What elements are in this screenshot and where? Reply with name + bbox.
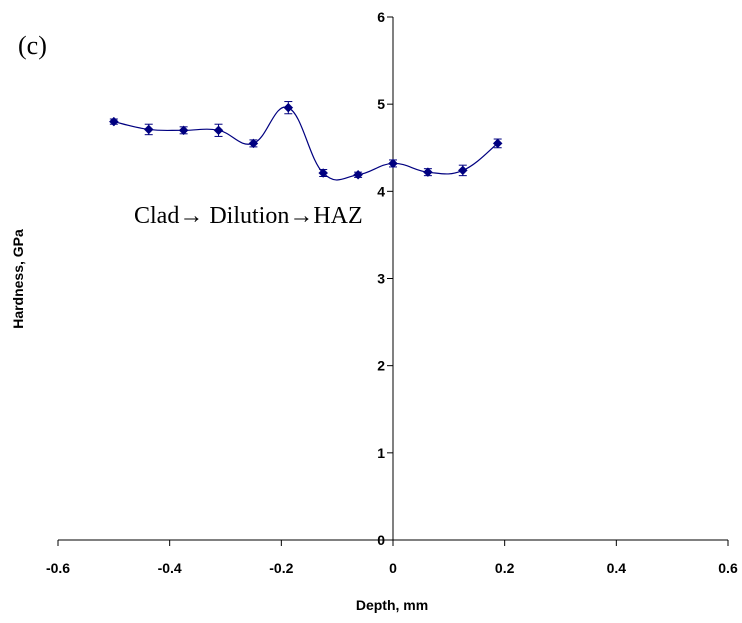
data-point bbox=[283, 102, 294, 113]
x-tick-label: 0.6 bbox=[718, 560, 738, 576]
y-tick-label: 4 bbox=[377, 183, 385, 199]
y-tick-label: 3 bbox=[377, 271, 385, 287]
series-line bbox=[113, 106, 499, 181]
data-point bbox=[318, 168, 329, 178]
data-point bbox=[388, 158, 398, 169]
axes-layer: -0.6 -0.4 -0.2 0 0.2 0.4 0.6 0 1 2 3 4 5 6 bbox=[46, 9, 738, 576]
x-axis-title: Depth, mm bbox=[356, 597, 428, 613]
panel-label: (c) bbox=[18, 31, 47, 60]
data-point bbox=[213, 125, 224, 136]
x-tick-label: -0.2 bbox=[269, 560, 293, 576]
data-point bbox=[143, 124, 154, 135]
x-tick-label: 0 bbox=[389, 560, 397, 576]
y-tick-label: 0 bbox=[377, 532, 385, 548]
y-tick-label: 2 bbox=[377, 358, 385, 374]
y-tick-label: 5 bbox=[377, 96, 385, 112]
data-point bbox=[492, 138, 503, 149]
data-point bbox=[457, 165, 468, 176]
data-point bbox=[178, 125, 189, 136]
data-layer bbox=[108, 101, 503, 181]
x-tick-label: 0.4 bbox=[607, 560, 627, 576]
data-point bbox=[353, 169, 363, 180]
x-tick-label: -0.4 bbox=[158, 560, 182, 576]
data-point bbox=[248, 138, 259, 149]
x-tick-label: 0.2 bbox=[495, 560, 515, 576]
data-point bbox=[108, 116, 119, 127]
x-tick-label: -0.6 bbox=[46, 560, 70, 576]
y-tick-label: 1 bbox=[377, 445, 385, 461]
data-point bbox=[423, 167, 433, 178]
y-tick-label: 6 bbox=[377, 9, 385, 25]
annotation-text: Clad→ Dilution→HAZ bbox=[134, 203, 363, 229]
y-axis-title: Hardness, GPa bbox=[10, 229, 26, 329]
